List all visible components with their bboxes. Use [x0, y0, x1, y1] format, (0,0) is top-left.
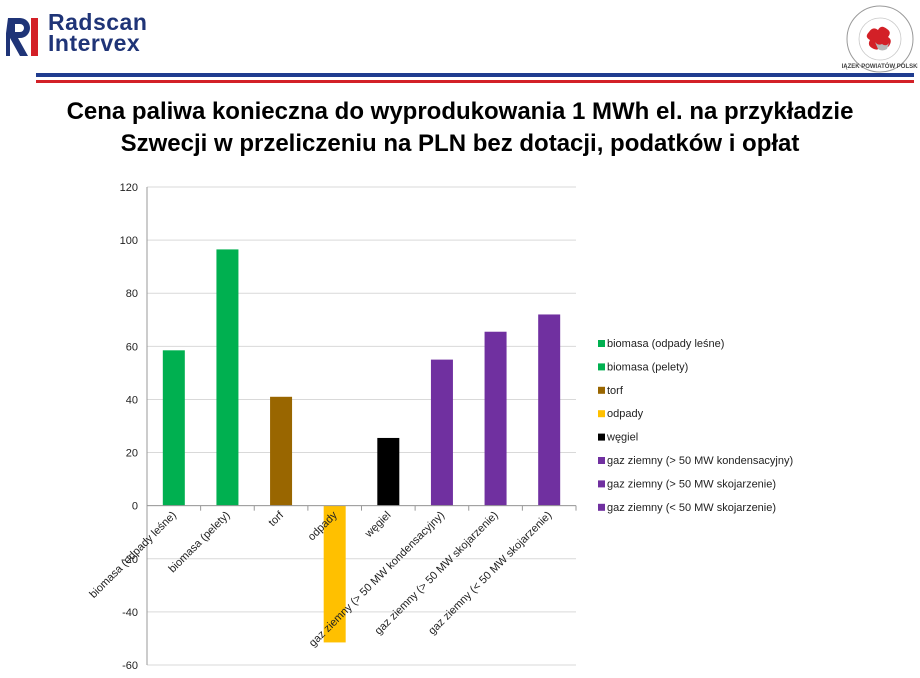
y-tick-label: -20	[122, 554, 138, 566]
y-tick-label: 60	[126, 341, 138, 353]
ri-logo-mark-icon	[6, 18, 38, 56]
legend-swatch	[598, 386, 605, 394]
bars-layer	[162, 249, 561, 643]
bar	[484, 331, 507, 506]
y-tick-label: -60	[122, 660, 138, 672]
y-tick-label: 0	[132, 501, 138, 513]
bar	[377, 437, 400, 506]
bar	[270, 396, 293, 506]
y-tick-label: 80	[126, 288, 138, 300]
legend-label: biomasa (pelety)	[607, 361, 688, 373]
legend-label: gaz ziemny (< 50 MW skojarzenie)	[607, 502, 776, 514]
legend-label: biomasa (odpady leśne)	[607, 338, 724, 350]
seal-emblem-icon: ZWIĄZEK POWIATÓW POLSKICH	[832, 5, 920, 73]
legend-label: odpady	[607, 408, 644, 420]
legend-swatch	[598, 480, 605, 488]
seal-text: ZWIĄZEK POWIATÓW POLSKICH	[842, 62, 918, 70]
x-category-label: gaz ziemny (< 50 MW skojarzenie)	[426, 509, 554, 637]
legend-label: węgiel	[606, 432, 638, 444]
bar	[216, 249, 239, 506]
logo-line-1: Radscan	[48, 9, 148, 35]
legend-swatch	[598, 503, 605, 511]
x-category-label: torf	[266, 509, 286, 529]
x-category-label: węgiel	[362, 509, 393, 540]
slide-title: Cena paliwa konieczna do wyprodukowania …	[0, 96, 920, 160]
header-rule-red	[36, 80, 914, 83]
x-category-label: biomasa (odpady leśne)	[87, 509, 179, 601]
y-tick-label: -40	[122, 607, 138, 619]
y-tick-label: 100	[120, 235, 138, 247]
title-line-1: Cena paliwa konieczna do wyprodukowania …	[66, 98, 854, 125]
logo-line-2: Intervex	[48, 30, 141, 56]
y-tick-label: 20	[126, 448, 138, 460]
legend-swatch	[598, 363, 605, 371]
bar	[538, 314, 561, 506]
bar	[430, 359, 453, 506]
bar	[162, 350, 185, 506]
legend-swatch	[598, 410, 605, 418]
legend-swatch	[598, 433, 605, 441]
header-rule-blue	[36, 73, 914, 77]
legend-label: gaz ziemny (> 50 MW kondensacyjny)	[607, 455, 793, 467]
y-tick-label: 120	[120, 182, 138, 194]
legend-swatch	[598, 340, 605, 347]
logo-text: Radscan Intervex	[48, 9, 148, 56]
legend-label: torf	[607, 385, 624, 397]
zwiazek-powiatow-polskich-seal: ZWIĄZEK POWIATÓW POLSKICH	[832, 4, 920, 74]
y-tick-label: 40	[126, 394, 138, 406]
radscan-intervex-logo: Radscan Intervex	[6, 10, 181, 60]
legend-swatch	[598, 457, 605, 464]
bar	[323, 505, 346, 643]
legend-label: gaz ziemny (> 50 MW skojarzenie)	[607, 478, 776, 490]
title-line-2: Szwecji w przeliczeniu na PLN bez dotacj…	[120, 130, 800, 157]
legend: biomasa (odpady leśne) biomasa (pelety) to…	[598, 338, 793, 514]
